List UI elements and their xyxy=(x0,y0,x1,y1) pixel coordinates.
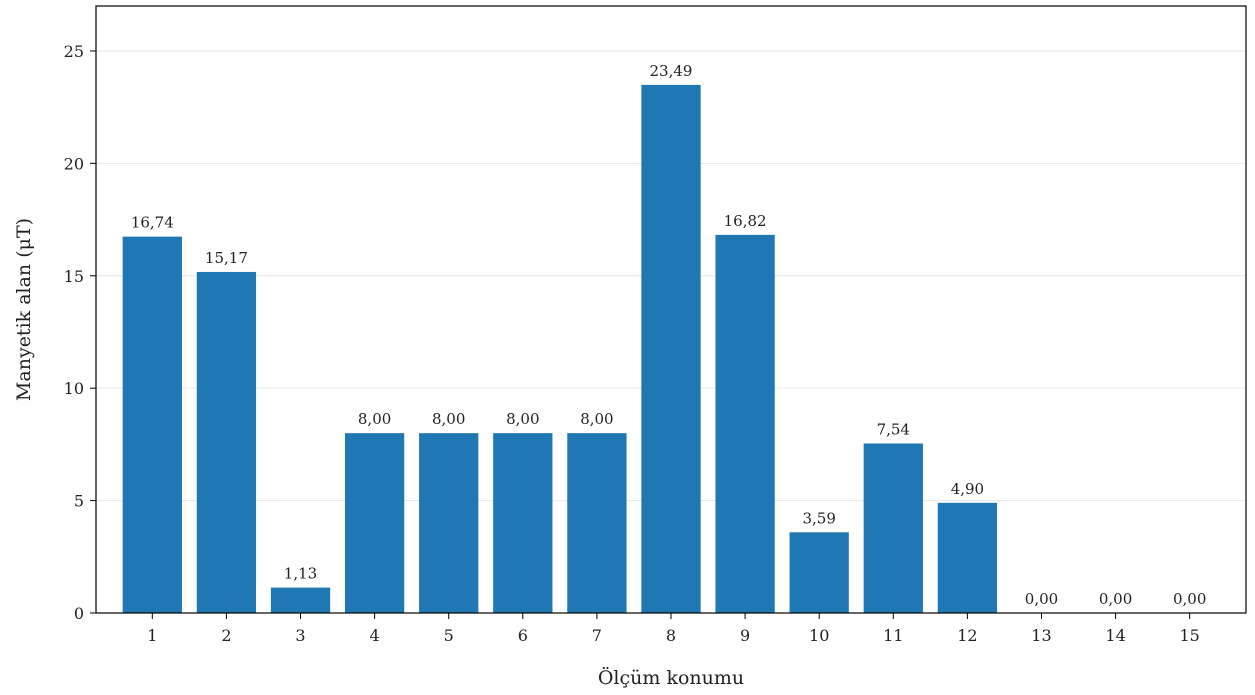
bar-value-label: 0,00 xyxy=(1173,590,1206,608)
x-tick-label: 9 xyxy=(740,626,750,645)
bar xyxy=(567,433,627,613)
x-tick-label: 15 xyxy=(1180,626,1200,645)
bar xyxy=(419,433,479,613)
x-tick-label: 4 xyxy=(370,626,380,645)
x-tick-label: 2 xyxy=(221,626,231,645)
bar xyxy=(863,443,923,613)
x-tick-label: 7 xyxy=(592,626,602,645)
bar xyxy=(122,236,182,613)
bar-value-label: 8,00 xyxy=(506,410,539,428)
bar xyxy=(493,433,553,613)
bar xyxy=(270,587,331,613)
bar xyxy=(196,271,257,613)
x-tick-label: 5 xyxy=(444,626,454,645)
bar-value-label: 4,90 xyxy=(951,480,984,498)
bar-value-label: 0,00 xyxy=(1099,590,1132,608)
x-axis-title: Ölçüm konumu xyxy=(598,666,744,689)
bar-value-label: 23,49 xyxy=(650,62,693,80)
y-tick-label: 20 xyxy=(64,154,84,173)
x-tick-label: 10 xyxy=(809,626,829,645)
bar xyxy=(715,234,775,613)
bars-layer xyxy=(122,84,998,613)
bar-value-label: 16,74 xyxy=(131,214,174,232)
x-tick-label: 13 xyxy=(1031,626,1051,645)
y-tick-label: 25 xyxy=(64,42,84,61)
x-tick-label: 3 xyxy=(295,626,305,645)
bar-value-label: 8,00 xyxy=(432,410,465,428)
bar xyxy=(641,84,701,613)
bar-value-label: 8,00 xyxy=(580,410,613,428)
bar-value-label: 1,13 xyxy=(284,565,317,583)
value-labels-layer: 16,74 15,17 1,13 8,00 8,00 8,00 8,00 23,49 16,82… xyxy=(131,62,1207,608)
y-axis: 0 5 10 15 20 25 xyxy=(64,42,96,623)
x-tick-label: 8 xyxy=(666,626,676,645)
x-tick-label: 11 xyxy=(883,626,903,645)
x-axis: 1 2 3 4 5 6 7 8 9 10 11 12 13 14 15 xyxy=(147,613,1200,645)
x-tick-label: 6 xyxy=(518,626,528,645)
bar xyxy=(344,433,405,613)
bar-value-label: 8,00 xyxy=(358,410,391,428)
y-axis-title: Manyetik alan (μT) xyxy=(13,218,35,401)
bar-value-label: 3,59 xyxy=(802,509,835,527)
bar xyxy=(789,532,849,613)
y-tick-label: 15 xyxy=(64,267,84,286)
y-tick-label: 5 xyxy=(74,492,84,511)
x-tick-label: 12 xyxy=(957,626,977,645)
x-tick-label: 14 xyxy=(1105,626,1125,645)
bar-value-label: 7,54 xyxy=(877,420,910,438)
y-tick-label: 10 xyxy=(64,379,84,398)
x-tick-label: 1 xyxy=(147,626,157,645)
bar-value-label: 0,00 xyxy=(1025,590,1058,608)
bar-value-label: 16,82 xyxy=(724,212,767,230)
bar-value-label: 15,17 xyxy=(205,249,248,267)
bar xyxy=(937,502,998,613)
y-tick-label: 0 xyxy=(74,604,84,623)
